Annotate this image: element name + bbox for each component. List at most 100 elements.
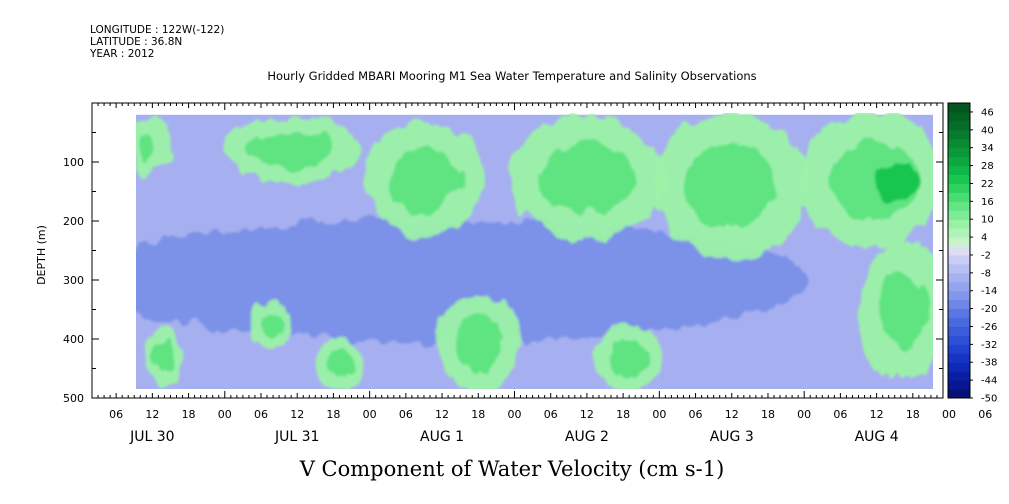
x-hour-tick-label: 12 [290, 408, 304, 421]
axes: 06 12 18 00 06 12 18 00 06 12 18 00 06 12 18 00 06 12 18 00… [63, 102, 992, 445]
positive-core [455, 315, 502, 371]
colorbar-band [948, 138, 970, 149]
heatmap-field [136, 113, 933, 389]
colorbar-tick-label: -8 [981, 268, 991, 279]
chart-title: Hourly Gridded MBARI Mooring M1 Sea Wate… [267, 69, 756, 83]
x-axis-label: V Component of Water Velocity (cm s-1) [299, 457, 725, 481]
colorbar-band [948, 308, 970, 319]
colorbar-band [948, 290, 970, 301]
heatmap-contours [136, 113, 933, 389]
colorbar-band [948, 210, 970, 220]
x-day-label: AUG 3 [710, 429, 754, 445]
positive-core [139, 128, 159, 163]
x-hour-tick-label: 06 [978, 408, 992, 421]
colorbar-tick-label: -38 [981, 358, 997, 369]
positive-core [389, 147, 459, 212]
y-axis-label: DEPTH (m) [35, 225, 48, 285]
positive-core [540, 141, 634, 215]
positive-core [248, 132, 334, 168]
x-hour-tick-label: 12 [435, 408, 449, 421]
longitude-label: LONGITUDE : 122W(-122) [90, 24, 225, 36]
colorbar-band [948, 362, 970, 372]
colorbar-band [948, 353, 970, 363]
y-tick-label: 200 [63, 215, 84, 228]
colorbar-band [948, 326, 970, 336]
latitude-label: LATITUDE : 36.8N [90, 36, 183, 48]
x-day-label: JUL 31 [274, 429, 319, 445]
x-hour-tick-label: 12 [580, 408, 594, 421]
colorbar-tick-label: 40 [981, 125, 994, 136]
x-hour-tick-label: 00 [942, 408, 956, 421]
x-hour-tick-label: 18 [906, 408, 920, 421]
colorbar-tick-label: -20 [981, 304, 997, 315]
x-hour-tick-label: 00 [652, 408, 666, 421]
x-hour-tick-label: 00 [363, 408, 377, 421]
colorbar-band [948, 111, 970, 122]
x-hour-tick-label: 18 [326, 408, 340, 421]
colorbar-band [948, 201, 970, 211]
x-hour-tick-label: 12 [145, 408, 159, 421]
positive-core [685, 143, 779, 229]
colorbar-band [948, 335, 970, 345]
positive-core [327, 348, 352, 377]
x-hour-tick-label: 12 [870, 408, 884, 421]
x-hour-tick-label: 06 [833, 408, 847, 421]
x-day-label: JUL 30 [129, 429, 174, 445]
positive-core [878, 270, 929, 349]
positive-peak [872, 159, 917, 201]
colorbar-band [948, 317, 970, 327]
x-hour-tick-label: 06 [544, 408, 558, 421]
colorbar-tick-label: 46 [981, 107, 994, 118]
colorbar-band [948, 192, 970, 202]
colorbar-tick-label: -44 [981, 376, 997, 387]
colorbar-band [948, 183, 970, 193]
colorbar-band [948, 380, 970, 390]
colorbar-frame [947, 102, 971, 399]
colorbar-band [948, 219, 970, 229]
x-day-label: AUG 4 [855, 429, 899, 445]
colorbar-tick-label: 16 [981, 197, 994, 208]
colorbar-band [948, 103, 970, 113]
plot-area [136, 113, 933, 389]
colorbar-band [948, 389, 970, 399]
colorbar-band [948, 129, 970, 140]
colorbar-band [948, 165, 970, 176]
x-hour-tick-label: 12 [725, 408, 739, 421]
colorbar-band [948, 237, 970, 247]
x-hour-tick-label: 18 [182, 408, 196, 421]
x-hour-tick-label: 06 [254, 408, 268, 421]
x-hour-tick-label: 06 [399, 408, 413, 421]
positive-core [609, 339, 649, 375]
colorbar-tick-label: 10 [981, 215, 994, 226]
x-hour-tick-label: 18 [471, 408, 485, 421]
y-tick-label: 300 [63, 274, 84, 287]
colorbar-tick-label: 28 [981, 161, 994, 172]
colorbar-tick-label: 4 [981, 233, 987, 244]
colorbar-band [948, 344, 970, 354]
colorbar-tick-label: -50 [981, 394, 997, 405]
colorbar-band [948, 272, 970, 283]
x-hour-tick-label: 00 [507, 408, 521, 421]
colorbar-tick-label: 22 [981, 179, 994, 190]
colorbar-tick-label: -2 [981, 250, 991, 261]
colorbar-band [948, 147, 970, 158]
colorbar-band [948, 281, 970, 292]
colorbar-band [948, 228, 970, 238]
colorbar-band [948, 254, 970, 265]
x-hour-tick-label: 06 [689, 408, 703, 421]
x-day-label: AUG 1 [420, 429, 464, 445]
positive-core [260, 311, 280, 337]
negative-core [136, 218, 809, 342]
y-tick-label: 100 [63, 156, 84, 169]
colorbar-band [948, 263, 970, 274]
colorbar-band [948, 156, 970, 167]
colorbar-tick-label: -14 [981, 286, 997, 297]
y-tick-label: 400 [63, 333, 84, 346]
colorbar-band [948, 120, 970, 131]
colorbar-tick-label: -26 [981, 322, 997, 333]
x-hour-tick-label: 18 [616, 408, 630, 421]
colorbar-band [948, 371, 970, 381]
positive-core [156, 339, 173, 375]
